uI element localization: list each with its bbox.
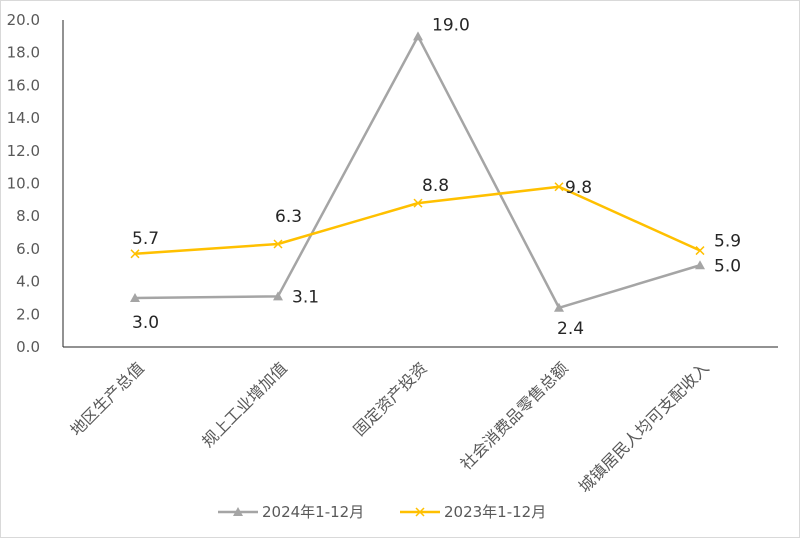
y-tick-label: 8.0 (16, 207, 40, 225)
y-tick-label: 6.0 (16, 240, 40, 258)
y-tick-label: 2.0 (16, 305, 40, 323)
data-label: 2.4 (557, 319, 584, 339)
data-point-marker (695, 260, 705, 270)
data-label: 3.0 (132, 313, 159, 333)
data-label: 6.3 (275, 207, 302, 227)
y-tick-label: 16.0 (7, 76, 40, 94)
data-point-marker (130, 292, 140, 302)
x-category-label: 规上工业增加值 (198, 358, 291, 451)
y-tick-label: 0.0 (16, 338, 40, 356)
legend-label: 2024年1-12月 (262, 503, 364, 521)
y-tick-label: 18.0 (7, 44, 40, 62)
data-label: 5.7 (132, 229, 159, 249)
data-point-marker (130, 249, 140, 259)
data-point-marker (554, 302, 564, 312)
legend-marker (233, 507, 243, 516)
legend-label: 2023年1-12月 (444, 503, 546, 521)
x-category-label: 地区生产总值 (67, 358, 148, 439)
data-label: 19.0 (432, 15, 470, 35)
data-label: 8.8 (422, 176, 449, 196)
data-point-marker (413, 198, 423, 208)
series-line (134, 185, 701, 256)
y-tick-label: 14.0 (7, 109, 40, 127)
data-point-marker (273, 239, 283, 249)
data-label: 3.1 (292, 287, 319, 307)
x-category-label: 社会消费品零售总额 (457, 358, 572, 473)
data-point-marker (695, 246, 705, 256)
data-point-marker (273, 291, 283, 301)
series-line (134, 35, 701, 310)
y-tick-label: 12.0 (7, 142, 40, 160)
data-label: 5.9 (714, 232, 741, 252)
legend-marker (415, 507, 425, 517)
y-tick-label: 4.0 (16, 273, 40, 291)
data-label: 9.8 (565, 178, 592, 198)
x-category-label: 城镇居民人均可支配收入 (575, 358, 713, 496)
x-category-label: 固定资产投资 (350, 358, 431, 439)
data-point-marker (413, 31, 423, 41)
y-tick-label: 10.0 (7, 175, 40, 193)
data-point-marker (554, 182, 564, 192)
data-label: 5.0 (714, 256, 741, 276)
y-tick-label: 20.0 (7, 11, 40, 29)
